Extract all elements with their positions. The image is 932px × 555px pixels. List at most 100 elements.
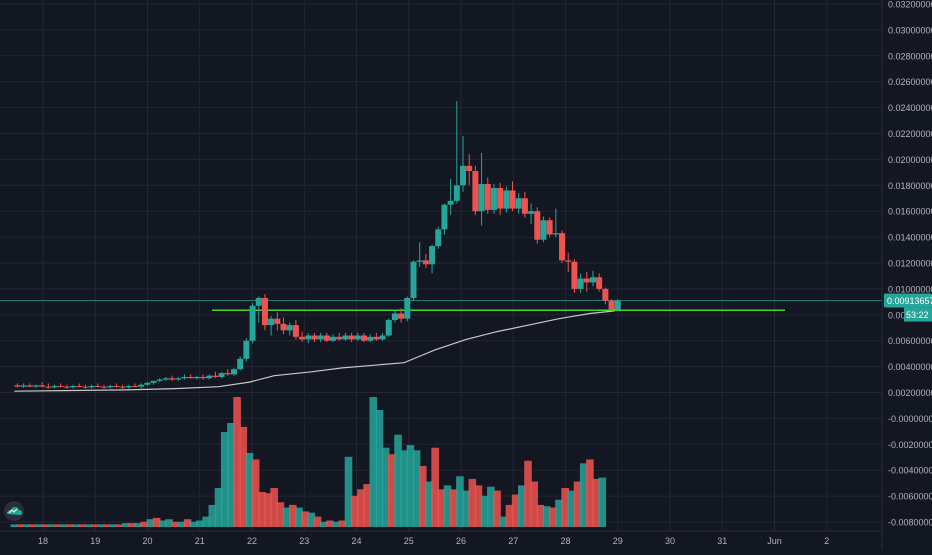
volume-bar [227, 423, 235, 527]
candle-body [342, 335, 349, 340]
volume-bar [363, 484, 371, 527]
candle-body [175, 378, 182, 380]
countdown-badge [904, 307, 932, 322]
candle-body [354, 335, 361, 340]
volume-bar [548, 507, 557, 527]
volume-bar [524, 460, 532, 527]
volume-bar [542, 506, 551, 527]
price-tick-label: 0.02400000 [888, 103, 932, 113]
volume-bar [208, 504, 217, 527]
price-tick-label: 0.01200000 [888, 259, 932, 269]
price-tick-label: 0.01600000 [888, 207, 932, 217]
volume-bar [381, 447, 390, 527]
candle-body [565, 260, 572, 262]
volume-bar [418, 465, 427, 527]
price-tick-label: 0.03200000 [888, 0, 932, 10]
volume-bar [270, 488, 279, 527]
candle-body [552, 233, 559, 235]
price-axis-labels: 0.03200000 0.03000000 0.02800000 0.02600000… [888, 0, 932, 528]
candle-body [497, 187, 504, 209]
volume-bar [171, 521, 179, 527]
candle-body [521, 198, 528, 214]
time-axis-labels: 18 19 20 21 22 23 24 25 26 27 28 29 30 31 Jun 2 [38, 536, 829, 546]
volume-bar [140, 521, 149, 527]
volume-bar [146, 519, 155, 527]
time-tick-label: 20 [142, 536, 152, 546]
volume-bar [251, 459, 260, 527]
volume-bar [573, 481, 582, 527]
volume-bar [239, 426, 248, 527]
candle-body [138, 384, 145, 387]
volume-bar [388, 454, 396, 527]
volume-bar [406, 445, 415, 527]
candle-body [26, 385, 33, 387]
candle-body [255, 297, 262, 306]
candle-body [577, 278, 584, 289]
candle-body [150, 380, 157, 383]
candle-body [435, 229, 442, 247]
candle-body [559, 233, 566, 261]
candle-body [416, 260, 423, 262]
time-tick-label: 29 [613, 536, 623, 546]
candle-body [101, 386, 108, 388]
candle-body [515, 198, 522, 209]
volume-bar [41, 524, 50, 527]
candle-body [466, 165, 473, 172]
time-tick-label: 22 [247, 536, 257, 546]
candle-body [596, 277, 603, 289]
candle-body [534, 211, 541, 240]
volume-bar [84, 524, 93, 527]
candle-body [336, 336, 343, 340]
time-tick-label: 19 [90, 536, 100, 546]
candle-body [472, 171, 479, 212]
volume-bar [394, 434, 402, 527]
price-axis-background [882, 0, 932, 550]
volume-bar [202, 516, 210, 527]
volume-bars [10, 397, 607, 527]
candle-body [490, 187, 497, 210]
candles [14, 101, 621, 389]
time-tick-label: 18 [38, 536, 48, 546]
price-tick-label: -0.00000000 [888, 414, 932, 424]
time-tick-label: 24 [351, 536, 361, 546]
time-tick-label: 25 [404, 536, 414, 546]
candle-body [51, 386, 58, 388]
price-tick-label: 0.00200000 [888, 388, 932, 398]
volume-bar [245, 452, 254, 527]
volume-bar [350, 495, 359, 527]
candle-body [286, 325, 293, 331]
volume-bar [10, 524, 19, 527]
candle-body [360, 335, 367, 341]
candle-body [317, 335, 324, 340]
candle-body [274, 318, 281, 324]
volume-bar [511, 494, 520, 527]
volume-bar [264, 493, 272, 527]
volume-bar [579, 463, 588, 527]
volume-bar [35, 524, 43, 527]
candle-body [509, 190, 516, 209]
volume-bar [159, 520, 167, 527]
volume-bar [375, 410, 384, 527]
candle-body [20, 385, 27, 387]
candle-body [503, 190, 510, 209]
candle-body [261, 297, 268, 326]
price-tick-label: 0.02200000 [888, 129, 932, 139]
volume-bar [480, 495, 489, 527]
volume-bar [505, 504, 514, 527]
volume-bar [425, 481, 433, 527]
candle-body [379, 335, 386, 340]
candle-body [484, 184, 491, 210]
candle-body [280, 323, 287, 331]
candle-body [348, 335, 355, 340]
candle-body [144, 382, 151, 385]
price-tick-label: -0.00600000 [888, 492, 932, 502]
candle-body [602, 288, 609, 301]
candle-body [63, 386, 70, 388]
volume-bar [499, 516, 508, 527]
grid-lines [0, 0, 882, 531]
candle-body [398, 313, 405, 319]
volume-bar [338, 520, 347, 527]
